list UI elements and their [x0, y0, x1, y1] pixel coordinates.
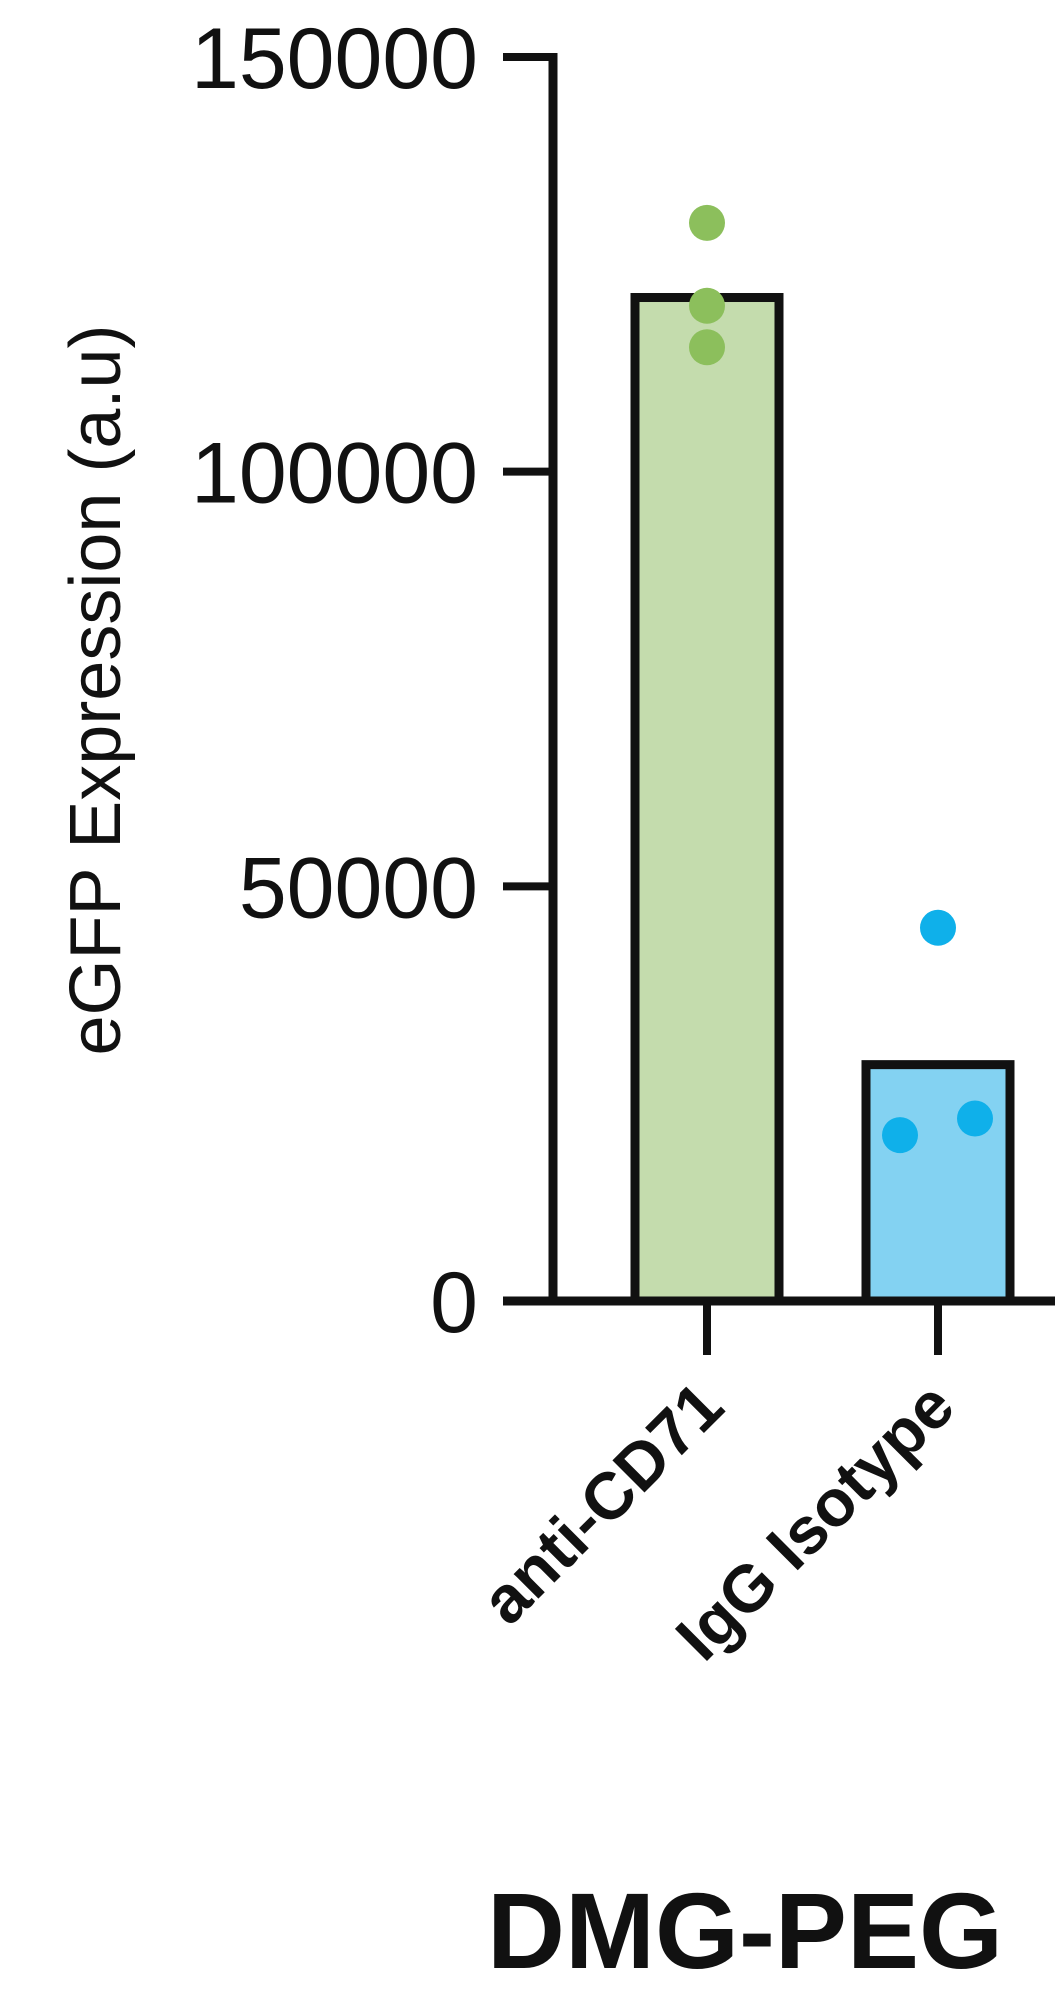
y-tick-label: 0 — [430, 1255, 478, 1351]
y-tick-label: 50000 — [239, 840, 478, 936]
bar-anti-cd71 — [630, 293, 784, 1306]
data-point — [689, 329, 725, 366]
data-point — [882, 1117, 918, 1154]
y-axis-ticks: 0 50000 100000 150000 — [191, 11, 553, 1351]
data-point — [957, 1100, 993, 1137]
data-points — [689, 204, 993, 1154]
data-point — [920, 909, 956, 946]
data-point — [689, 204, 725, 241]
y-tick-label: 100000 — [191, 426, 478, 522]
chart-title: DMG-PEG — [487, 1870, 1003, 1990]
data-point — [689, 287, 725, 324]
bar-igg-isotype — [861, 1060, 1015, 1306]
y-tick-label: 150000 — [191, 11, 478, 107]
y-axis-title: eGFP Expression (a.u) — [56, 325, 136, 1056]
axes — [503, 53, 1055, 1355]
bars — [630, 293, 1015, 1306]
